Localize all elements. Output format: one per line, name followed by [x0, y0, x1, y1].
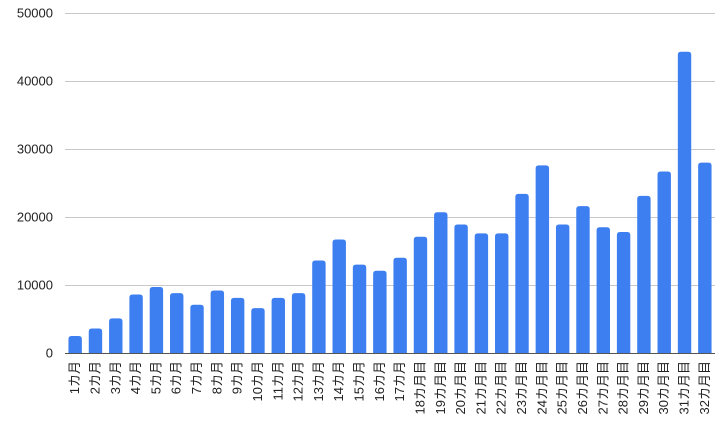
x-tick-label: 28カ月目 [616, 361, 631, 414]
y-tick-label: 0 [46, 346, 53, 361]
bar [190, 304, 204, 353]
x-tick-label: 27カ月目 [595, 361, 610, 414]
x-tick-label: 21カ月目 [473, 361, 488, 414]
bars [68, 51, 712, 353]
x-tick-label: 30カ月目 [656, 361, 671, 414]
x-tick-label: 5カ月 [148, 361, 163, 394]
x-tick-label: 24カ月目 [534, 361, 549, 414]
bar [373, 270, 387, 353]
bar [312, 260, 326, 353]
bar [576, 206, 590, 353]
y-tick-label: 50000 [17, 6, 53, 21]
bar [637, 195, 651, 353]
x-tick-label: 16カ月 [372, 361, 387, 401]
y-tick-label: 40000 [17, 74, 53, 89]
bar [251, 308, 265, 353]
x-tick-label: 11カ月 [270, 361, 285, 401]
bar [616, 231, 631, 353]
x-tick-label: 3カ月 [108, 361, 123, 394]
bar [596, 227, 610, 353]
bar [109, 318, 123, 353]
x-tick-label: 29カ月目 [636, 361, 651, 414]
x-tick-label: 9カ月 [230, 361, 245, 394]
x-tick-label: 25カ月目 [555, 361, 570, 414]
bar [271, 297, 285, 353]
x-tick-label: 15カ月 [352, 361, 367, 401]
bar [657, 171, 671, 353]
bar [535, 165, 550, 353]
bar [474, 233, 489, 353]
bar [413, 236, 428, 353]
x-tick-label: 2カ月 [87, 361, 102, 394]
x-tick-label: 10カ月 [250, 361, 265, 401]
x-tick-label: 22カ月目 [494, 361, 509, 414]
bar [495, 233, 509, 353]
y-tick-label: 10000 [17, 278, 53, 293]
y-tick-label: 30000 [17, 142, 53, 157]
bar [555, 224, 570, 353]
bar [515, 193, 529, 353]
x-tick-label: 31カ月目 [677, 361, 692, 414]
x-tick-label: 6カ月 [169, 361, 184, 394]
bar [352, 264, 367, 353]
x-tick-label: 23カ月目 [514, 361, 529, 414]
bar [698, 162, 712, 353]
x-tick-label: 20カ月目 [453, 361, 468, 414]
bar [210, 290, 225, 353]
x-tick-label: 18カ月目 [412, 361, 427, 414]
x-tick-label: 13カ月 [311, 361, 326, 401]
y-tick-label: 20000 [17, 210, 53, 225]
bar [434, 212, 448, 353]
x-tick-label: 4カ月 [128, 361, 143, 394]
bar [170, 293, 184, 353]
bar [332, 239, 346, 353]
x-tick-label: 1カ月 [67, 361, 82, 394]
bar [230, 297, 245, 353]
x-tick-label: 7カ月 [189, 361, 204, 394]
bar [291, 293, 306, 353]
x-tick-label: 17カ月 [392, 361, 407, 401]
bar [393, 257, 407, 353]
y-axis-tick-labels: 0 10000 20000 30000 40000 50000 [17, 6, 53, 361]
x-tick-label: 26カ月目 [575, 361, 590, 414]
bar [454, 224, 468, 353]
x-tick-label: 19カ月目 [433, 361, 448, 414]
bar [129, 294, 143, 353]
x-axis-tick-labels: 1カ月 2カ月 3カ月 4カ月 5カ月 6カ月 7カ月 8カ月 9カ月 10カ月 11カ月 12カ月 1… [67, 361, 712, 414]
bar [149, 287, 164, 353]
bar [68, 336, 82, 353]
x-tick-label: 8カ月 [209, 361, 224, 394]
bar [88, 328, 103, 353]
x-tick-label: 14カ月 [331, 361, 346, 401]
bar [677, 51, 692, 353]
x-tick-label: 12カ月 [291, 361, 306, 401]
x-tick-label: 32カ月目 [697, 361, 712, 414]
